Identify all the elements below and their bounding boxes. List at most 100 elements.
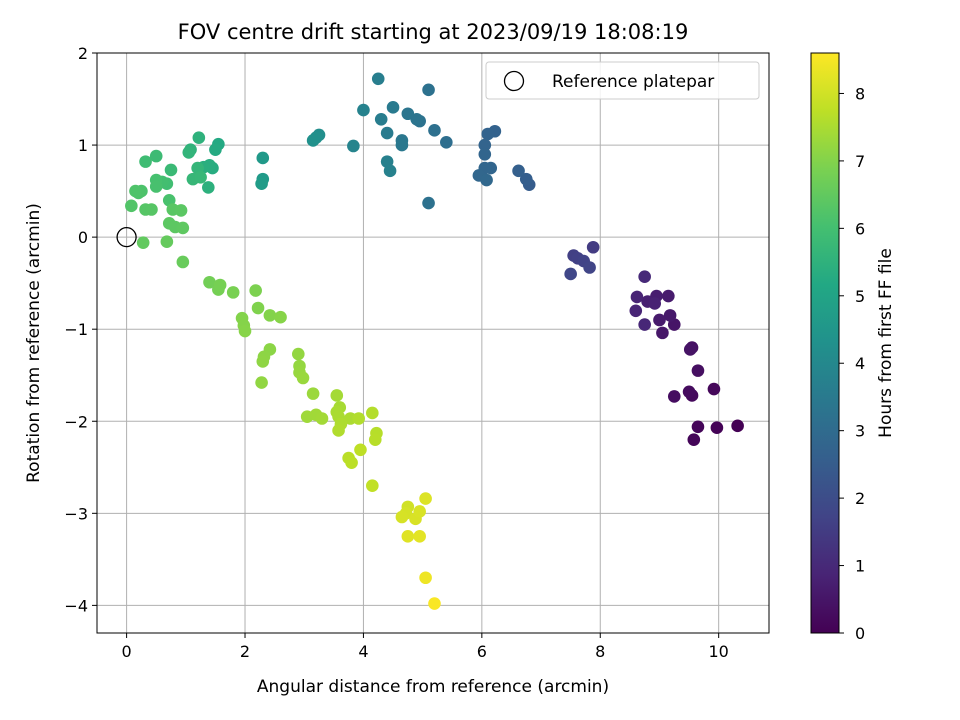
y-axis-label: Rotation from reference (arcmin) [24, 203, 44, 483]
scatter-point [255, 177, 268, 191]
scatter-point [710, 421, 724, 434]
scatter-point [419, 492, 432, 505]
scatter-point [395, 138, 409, 152]
scatter-point [357, 103, 370, 117]
scatter-point [380, 126, 394, 140]
scatter-point [383, 164, 397, 178]
scatter-point [395, 510, 409, 524]
legend: Reference platepar [485, 61, 760, 100]
scatter-point [203, 275, 216, 289]
scatter-point [371, 72, 385, 86]
scatter-point [374, 112, 388, 126]
scatter-point [296, 371, 310, 385]
scatter-point [256, 151, 270, 165]
scatter-point [202, 181, 215, 194]
colorbar [810, 52, 840, 634]
scatter-point [263, 309, 277, 322]
y-tick-label: 2 [78, 44, 88, 63]
colorbar-tick-label: 0 [855, 624, 865, 643]
scatter-point [653, 313, 666, 327]
reference-platepar-point [116, 226, 137, 248]
colorbar-tick-label: 3 [855, 422, 865, 441]
scatter-point [481, 127, 495, 141]
scatter-point [667, 390, 681, 403]
scatter-point [149, 180, 163, 193]
scatter-point [209, 143, 222, 156]
scatter-point [366, 406, 379, 420]
colorbar-tick-label: 1 [855, 557, 865, 576]
scatter-point [125, 199, 138, 213]
scatter-point [586, 240, 600, 254]
scatter-point [139, 155, 152, 168]
scatter-point [656, 326, 669, 340]
scatter-point [687, 433, 701, 446]
x-tick-label: 8 [595, 642, 605, 661]
scatter-point [386, 101, 400, 114]
scatter-point [274, 310, 287, 324]
scatter-point [226, 286, 240, 299]
reference-marker [116, 226, 137, 248]
scatter-point [194, 170, 207, 184]
scatter-point [630, 290, 644, 304]
scatter-point [691, 364, 705, 377]
scatter-point [440, 136, 453, 149]
scatter-point [731, 419, 744, 433]
x-tick-label: 2 [240, 642, 250, 661]
colorbar-ticks: 0 1 2 3 4 5 6 7 8 [839, 84, 865, 643]
x-tick-label: 4 [358, 642, 368, 661]
scatter-point [192, 131, 206, 144]
scatter-point [478, 138, 492, 152]
colorbar-tick-label: 5 [855, 287, 865, 306]
scatter-point [629, 304, 643, 318]
scatter-point [564, 267, 577, 281]
legend-entry-reference-platepar: Reference platepar [552, 72, 714, 92]
legend-marker-open-circle [503, 70, 525, 92]
x-tick-label: 6 [477, 642, 487, 661]
scatter-point [683, 343, 697, 356]
scatter-point [663, 309, 677, 322]
x-tick-label: 0 [122, 642, 132, 661]
scatter-point [306, 387, 320, 400]
scatter-point [401, 530, 415, 543]
x-axis-label: Angular distance from reference (arcmin) [257, 677, 609, 697]
scatter-point [347, 139, 360, 153]
scatter-point [478, 147, 492, 161]
y-tick-label: −3 [64, 504, 88, 523]
scatter-point [256, 355, 270, 368]
colorbar-tick-label: 6 [855, 219, 865, 238]
colorbar-tick-label: 2 [855, 489, 865, 508]
colorbar-tick-label: 8 [855, 84, 865, 103]
scatter-point [707, 382, 721, 396]
chart-title: FOV centre drift starting at 2023/09/19 … [178, 20, 689, 44]
scatter-point [413, 530, 426, 543]
scatter-point [354, 443, 367, 457]
colorbar-tick-label: 7 [855, 152, 865, 171]
scatter-point [182, 146, 196, 159]
scatter-point [512, 164, 525, 178]
legend-box [485, 61, 760, 100]
x-axis-ticks: 0 2 4 6 8 10 [122, 633, 729, 661]
scatter-point [368, 433, 382, 446]
x-tick-label: 10 [708, 642, 728, 661]
scatter-point [352, 412, 365, 425]
scatter-point [332, 424, 345, 437]
scatter-point [638, 270, 651, 284]
scatter-point [251, 301, 265, 315]
y-tick-label: −4 [64, 596, 88, 615]
scatter-point [255, 376, 268, 389]
scatter-point [149, 149, 163, 163]
scatter-point [238, 324, 252, 338]
scatter-point [422, 83, 435, 97]
scatter-point [330, 389, 344, 402]
scatter-point [174, 204, 188, 217]
scatter-point [164, 163, 178, 177]
scatter-points [125, 72, 744, 610]
scatter-point [428, 597, 441, 610]
scatter-point [306, 134, 320, 147]
colorbar-tick-label: 4 [855, 354, 865, 373]
scatter-point [176, 221, 190, 235]
scatter-point [682, 385, 696, 399]
y-tick-label: 0 [78, 228, 88, 247]
scatter-point [638, 318, 651, 331]
